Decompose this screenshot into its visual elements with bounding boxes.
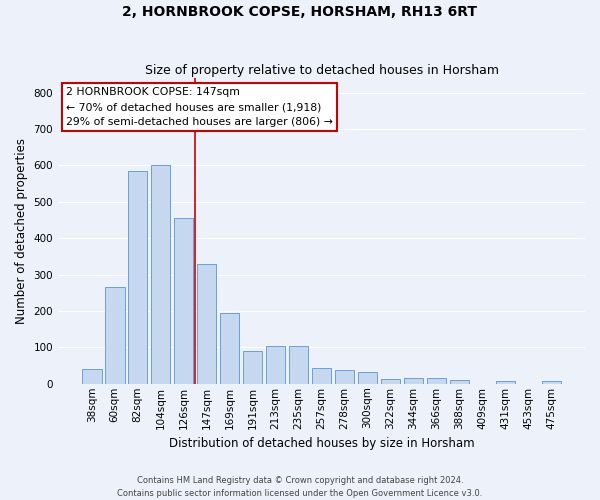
- Bar: [105, 288, 125, 384]
- Bar: [312, 368, 331, 384]
- Text: Contains HM Land Registry data © Crown copyright and database right 2024.
Contai: Contains HM Land Registry data © Crown c…: [118, 476, 482, 498]
- Bar: [128, 171, 148, 384]
- X-axis label: Distribution of detached houses by size in Horsham: Distribution of detached houses by size …: [169, 437, 475, 450]
- Bar: [151, 166, 170, 384]
- Bar: [358, 372, 377, 384]
- Bar: [266, 346, 286, 384]
- Bar: [380, 379, 400, 384]
- Bar: [243, 351, 262, 384]
- Bar: [220, 313, 239, 384]
- Text: 2, HORNBROOK COPSE, HORSHAM, RH13 6RT: 2, HORNBROOK COPSE, HORSHAM, RH13 6RT: [122, 5, 478, 19]
- Bar: [289, 346, 308, 384]
- Bar: [174, 218, 193, 384]
- Text: 2 HORNBROOK COPSE: 147sqm
← 70% of detached houses are smaller (1,918)
29% of se: 2 HORNBROOK COPSE: 147sqm ← 70% of detac…: [66, 88, 333, 127]
- Bar: [427, 378, 446, 384]
- Title: Size of property relative to detached houses in Horsham: Size of property relative to detached ho…: [145, 64, 499, 77]
- Bar: [404, 378, 423, 384]
- Bar: [542, 381, 561, 384]
- Bar: [496, 381, 515, 384]
- Bar: [82, 369, 101, 384]
- Bar: [197, 264, 217, 384]
- Y-axis label: Number of detached properties: Number of detached properties: [15, 138, 28, 324]
- Bar: [449, 380, 469, 384]
- Bar: [335, 370, 354, 384]
